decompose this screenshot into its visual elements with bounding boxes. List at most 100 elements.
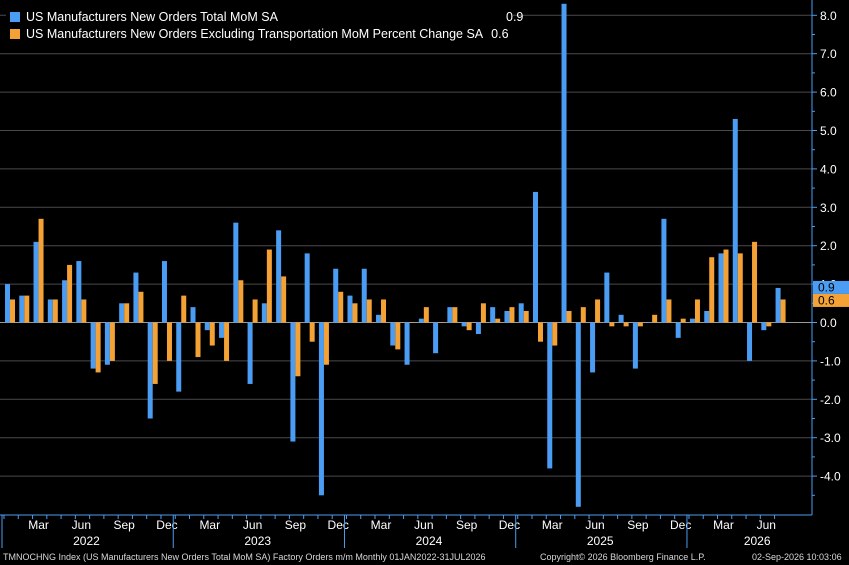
bar-total (33, 241, 39, 323)
bar-total (689, 318, 695, 323)
bar-total (590, 322, 596, 373)
x-tick-label: Dec (156, 518, 177, 532)
bar-ex-transport (709, 257, 715, 323)
x-tick-label: Mar (199, 518, 220, 532)
x-tick-label: Jun (72, 518, 91, 532)
bar-ex-transport (537, 322, 543, 342)
bar-total (219, 322, 225, 338)
x-tick-label: Dec (328, 518, 349, 532)
y-tick-label: 3.0 (820, 201, 837, 215)
x-year-label: 2026 (744, 534, 771, 548)
bar-ex-transport (67, 264, 73, 323)
bar-total (104, 322, 110, 365)
bar-total (618, 314, 624, 323)
bar-total (204, 322, 210, 331)
bar-total (276, 230, 282, 323)
bar-total (490, 307, 496, 323)
last-value-tag (813, 293, 849, 307)
x-tick-label: Dec (499, 518, 520, 532)
bar-total (261, 303, 267, 323)
bar-ex-transport (124, 303, 130, 323)
bar-ex-transport (723, 249, 729, 323)
bar-ex-transport (295, 322, 301, 377)
bar-total (176, 322, 182, 392)
bar-total (290, 322, 296, 442)
bar-ex-transport (509, 307, 515, 323)
series-ex-transport-bars (10, 218, 786, 384)
x-tick-label: Sep (113, 518, 135, 532)
bar-total (47, 299, 53, 323)
bar-ex-transport (281, 276, 287, 323)
x-tick-label: Mar (542, 518, 563, 532)
x-tick-label: Jun (414, 518, 433, 532)
x-tick-label: Sep (285, 518, 307, 532)
bar-ex-transport (309, 322, 315, 342)
bar-ex-transport (395, 322, 401, 350)
y-tick-label: 8.0 (820, 9, 837, 23)
bar-total (133, 272, 139, 323)
legend-swatch-ex-transport (10, 28, 20, 39)
bar-total (404, 322, 410, 365)
footer-copyright: Copyright© 2026 Bloomberg Finance L.P. (540, 552, 706, 562)
x-year-label: 2024 (416, 534, 443, 548)
bar-total (647, 322, 653, 323)
bar-total (147, 322, 153, 419)
bar-ex-transport (737, 253, 743, 323)
last-value-tags: 0.90.6 (813, 280, 849, 307)
legend-item-total: US Manufacturers New Orders Total MoM SA… (10, 8, 523, 25)
bar-ex-transport (252, 299, 258, 323)
bar-total (675, 322, 681, 338)
bar-total (704, 310, 710, 323)
bar-total (347, 295, 353, 323)
bar-ex-transport (780, 299, 786, 323)
bar-total (747, 322, 753, 361)
bar-ex-transport (666, 299, 672, 323)
y-tick-label: -3.0 (820, 431, 841, 445)
bar-total (547, 322, 553, 469)
bar-ex-transport (623, 322, 629, 327)
bar-ex-transport (10, 299, 15, 323)
y-tick-label: -1.0 (820, 354, 841, 368)
x-tick-label: Jun (585, 518, 604, 532)
bar-total (418, 318, 424, 323)
bar-total (119, 303, 125, 323)
x-tick-label: Mar (371, 518, 392, 532)
footer: TMNOCHNG Index (US Manufacturers New Ord… (0, 549, 849, 565)
bar-ex-transport (466, 322, 472, 331)
bar-ex-transport (224, 322, 230, 361)
bar-ex-transport (680, 318, 686, 323)
bar-ex-transport (438, 322, 444, 323)
legend-last-value: 0.9 (506, 9, 524, 24)
bar-ex-transport (166, 322, 172, 361)
bar-ex-transport (81, 299, 87, 323)
bar-ex-transport (323, 322, 329, 365)
bar-ex-transport (637, 322, 643, 327)
x-tick-label: Jun (243, 518, 262, 532)
footer-timestamp: 02-Sep-2026 10:03:06 (752, 552, 842, 562)
bar-ex-transport (138, 291, 144, 323)
series-total-bars (5, 3, 781, 507)
bar-total (475, 322, 481, 335)
bar-total (433, 322, 439, 354)
bar-ex-transport (195, 322, 201, 358)
bar-ex-transport (366, 299, 372, 323)
legend-swatch-total (10, 11, 20, 22)
bar-total (732, 118, 738, 323)
bar-total (661, 218, 667, 323)
bar-total (247, 322, 253, 384)
bar-ex-transport (766, 322, 772, 327)
bar-total (775, 287, 781, 323)
bar-total (304, 253, 310, 323)
x-tick-label: Jun (757, 518, 776, 532)
bar-ex-transport (452, 307, 458, 323)
bar-total (575, 322, 581, 507)
legend-label: US Manufacturers New Orders Total MoM SA (26, 9, 278, 24)
bar-ex-transport (352, 303, 358, 323)
x-axis: Mar Jun Sep Dec Mar Jun Sep Dec Mar Jun Sep Dec Mar J… (0, 514, 812, 548)
bar-total (561, 3, 567, 323)
bar-total (361, 268, 367, 323)
x-tick-label: Sep (456, 518, 478, 532)
bar-total (532, 191, 538, 323)
bar-total (161, 261, 167, 323)
